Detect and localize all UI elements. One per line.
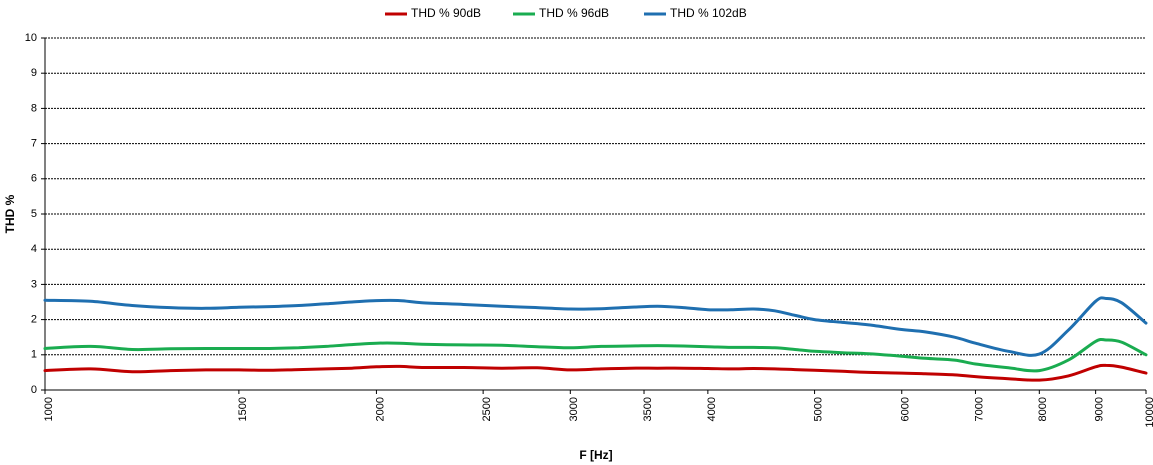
x-tick-label-1000: 1000 — [43, 397, 55, 421]
y-tick-label-9: 9 — [31, 67, 37, 79]
y-tick-label-3: 3 — [31, 278, 37, 290]
y-tick-label-2: 2 — [31, 314, 37, 326]
x-tick-label-7000: 7000 — [973, 397, 985, 421]
series-line-3 — [43, 296, 1148, 357]
legend: THD % 90dB THD % 96dB THD % 102dB — [385, 6, 747, 20]
y-axis-ticks: 0 1 2 3 4 5 6 7 8 9 10 — [25, 32, 45, 396]
gridlines — [45, 37, 1146, 356]
x-tick-label-1500: 1500 — [237, 397, 249, 421]
y-tick-label-10: 10 — [25, 32, 37, 44]
x-axis-ticks: 1000 1500 2000 2500 3000 3500 4000 5000 6000 7000… — [43, 390, 1153, 428]
x-tick-label-10000: 10000 — [1144, 397, 1153, 428]
y-tick-label-0: 0 — [31, 384, 37, 396]
y-tick-label-7: 7 — [31, 138, 37, 150]
x-tick-label-5000: 5000 — [812, 397, 824, 421]
x-axis-title: F [Hz] — [579, 448, 612, 462]
x-tick-label-3500: 3500 — [642, 397, 654, 421]
y-tick-label-6: 6 — [31, 173, 37, 185]
x-tick-label-9000: 9000 — [1094, 397, 1106, 421]
legend-label-1: THD % 90dB — [411, 6, 481, 20]
series-line-1 — [43, 363, 1148, 382]
x-tick-label-8000: 8000 — [1037, 397, 1049, 421]
x-tick-label-3000: 3000 — [568, 397, 580, 421]
y-tick-label-4: 4 — [31, 243, 37, 255]
legend-label-3: THD % 102dB — [670, 6, 747, 20]
y-tick-label-8: 8 — [31, 102, 37, 114]
x-tick-label-6000: 6000 — [900, 397, 912, 421]
y-axis-title: THD % — [3, 194, 17, 233]
series-line-2 — [43, 337, 1148, 373]
y-tick-label-1: 1 — [31, 349, 37, 361]
x-tick-label-4000: 4000 — [706, 397, 718, 421]
x-tick-label-2000: 2000 — [374, 397, 386, 421]
x-tick-label-2500: 2500 — [481, 397, 493, 421]
y-tick-label-5: 5 — [31, 208, 37, 220]
series-lines — [43, 296, 1148, 382]
axes — [44, 38, 1146, 391]
legend-label-2: THD % 96dB — [539, 6, 609, 20]
